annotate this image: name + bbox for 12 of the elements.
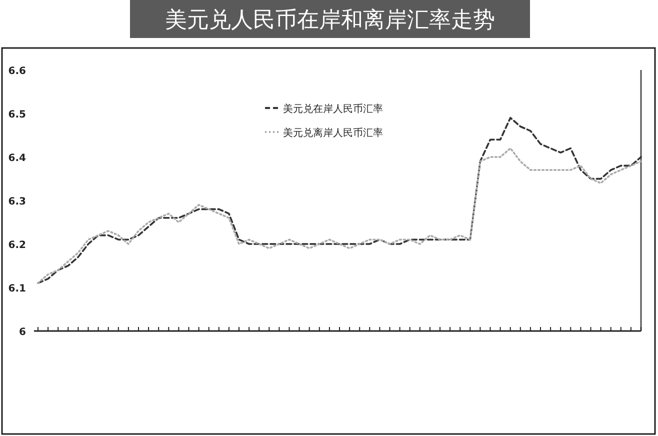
y-tick-label: 6.1 [8,284,26,294]
line-series [37,147,642,284]
y-tick-label: 6 [19,327,26,338]
y-tick-label: 6.6 [8,66,26,77]
y-tick-label: 6.4 [8,153,26,164]
y-tick-label: 6.5 [8,110,26,120]
legend-label: 美元兑在岸人民币汇率 [283,103,383,115]
line-series [37,116,642,284]
chart-title: 美元兑人民币在岸和离岸汇率走势 [165,8,495,33]
legend-label: 美元兑离岸人民币汇率 [283,127,383,139]
y-tick-label: 6.3 [8,196,26,208]
y-tick-label: 6.2 [8,240,26,251]
